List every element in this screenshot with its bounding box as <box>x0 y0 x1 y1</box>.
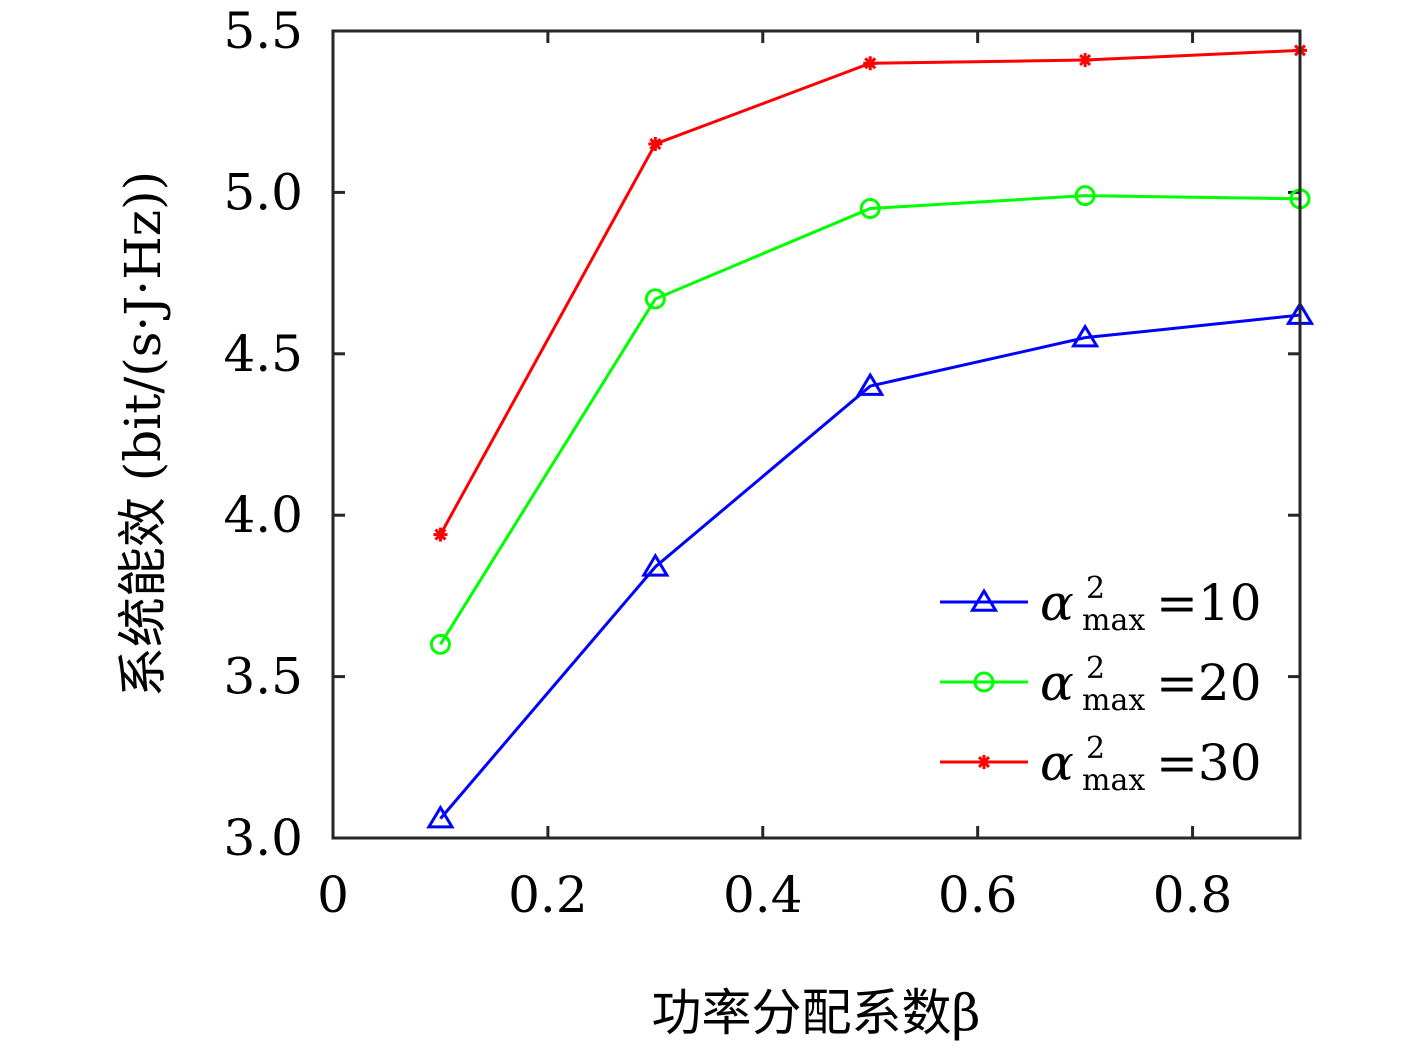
series-2 <box>429 185 1311 655</box>
legend-subscript: max <box>1082 603 1145 638</box>
x-tick-label: 0.2 <box>508 866 588 924</box>
legend-subscript: max <box>1082 683 1145 718</box>
series-3-point <box>648 136 663 151</box>
legend-swatch-marker <box>969 588 999 612</box>
series-1-point <box>426 804 455 829</box>
legend-symbol: α <box>1040 654 1074 712</box>
series-2-line <box>439 194 1301 646</box>
series-3-point <box>863 56 878 71</box>
legend-value: =30 <box>1156 734 1262 792</box>
series-1-point <box>641 552 670 577</box>
legend-swatch-marker <box>977 755 991 769</box>
x-axis-title: 功率分配系数β <box>652 984 981 1042</box>
legend-symbol: α <box>1040 734 1074 792</box>
series-3 <box>433 43 1307 542</box>
y-tick-label: 5.5 <box>223 2 303 60</box>
x-tick-label: 0.4 <box>723 866 803 924</box>
y-tick-labels: 3.0 3.5 4.0 4.5 5.0 5.5 <box>223 2 303 867</box>
legend-swatch-marker <box>973 671 995 693</box>
y-tick-label: 3.0 <box>223 809 303 867</box>
series-1-point <box>856 372 885 396</box>
y-tick-label: 5.0 <box>223 163 303 221</box>
x-tick-label: 0 <box>317 866 349 924</box>
series-layer <box>426 43 1315 829</box>
legend-subscript: max <box>1082 763 1145 798</box>
plot-frame <box>331 29 1302 840</box>
y-tick-label: 4.5 <box>223 325 303 383</box>
legend-symbol: α <box>1040 574 1074 632</box>
series-1-point <box>1070 323 1100 348</box>
series-1-line <box>439 313 1301 820</box>
series-3-point <box>1078 53 1093 68</box>
series-2-point <box>1074 185 1096 207</box>
x-tick-label: 0.8 <box>1153 866 1233 924</box>
x-tick-label: 0.6 <box>938 866 1018 924</box>
legend-value: =20 <box>1156 654 1262 712</box>
y-axis-title: 系统能效 (bit/(s·J·Hz)) <box>114 171 172 697</box>
series-1 <box>426 301 1315 829</box>
series-2-point <box>859 198 881 220</box>
series-2-point <box>644 288 666 310</box>
legend-value: =10 <box>1156 574 1262 632</box>
y-tick-label: 3.5 <box>223 648 303 706</box>
legend-superscript: 2 <box>1086 731 1105 766</box>
legend-superscript: 2 <box>1086 571 1105 606</box>
plot-area <box>333 31 1300 838</box>
y-tick-label: 4.0 <box>223 486 303 544</box>
x-tick-labels: 0 0.2 0.4 0.6 0.8 <box>317 866 1232 924</box>
series-3-point <box>433 527 448 542</box>
series-2-point <box>429 633 451 655</box>
legend-superscript: 2 <box>1086 651 1105 686</box>
